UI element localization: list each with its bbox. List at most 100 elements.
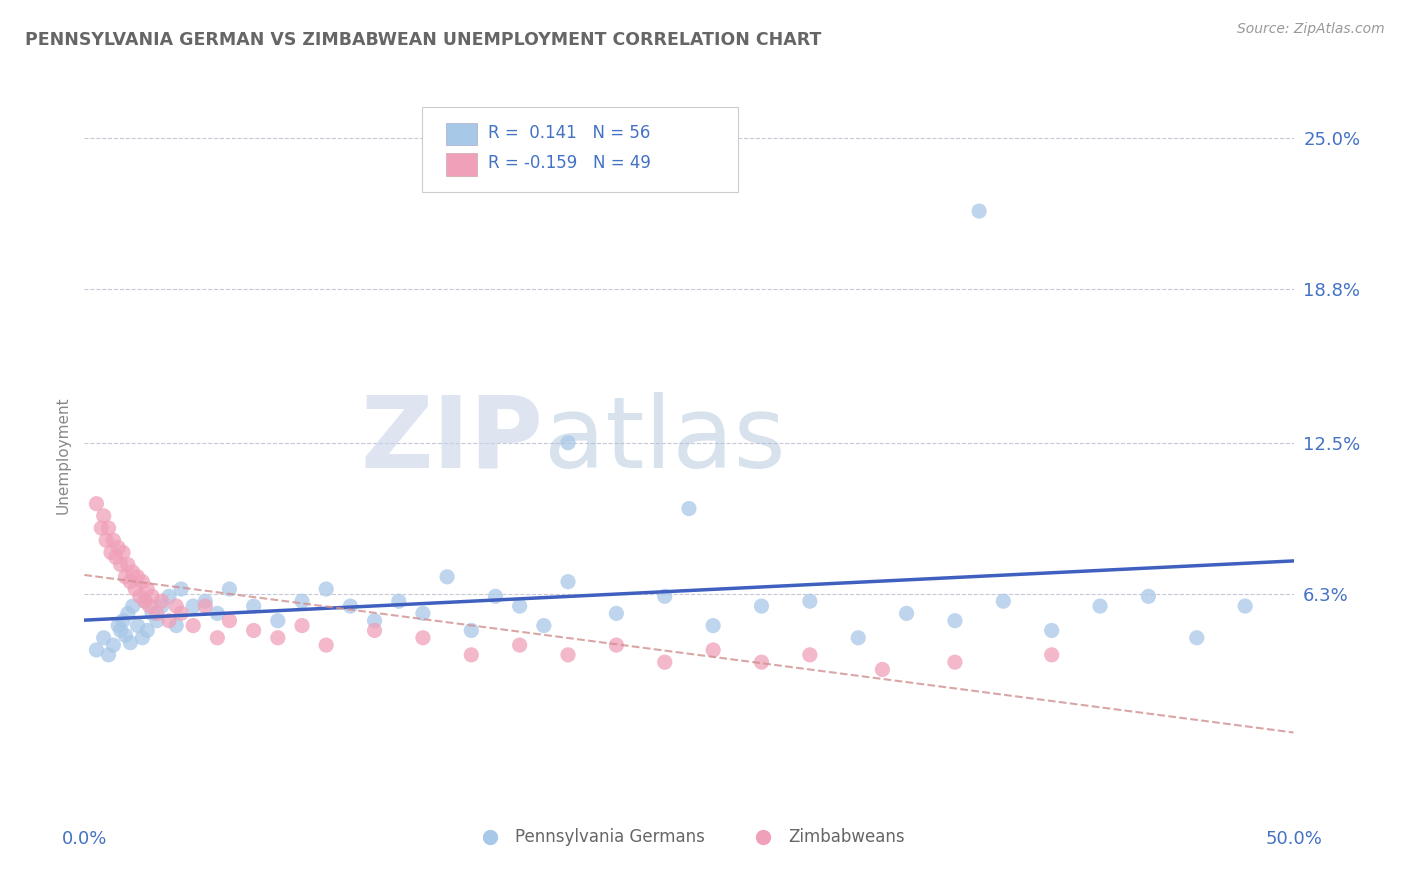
Point	[993, 594, 1015, 608]
Point	[127, 618, 149, 632]
Point	[181, 599, 204, 613]
Point	[678, 501, 700, 516]
Point	[605, 638, 627, 652]
Point	[1040, 624, 1063, 638]
Point	[557, 648, 579, 662]
Point	[107, 541, 129, 555]
Point	[117, 558, 139, 572]
Point	[134, 594, 156, 608]
Point	[242, 624, 264, 638]
Point	[291, 618, 314, 632]
Point	[121, 565, 143, 579]
Point	[218, 582, 240, 596]
Point	[138, 599, 160, 613]
Point	[86, 643, 108, 657]
Point	[112, 614, 135, 628]
Point	[146, 614, 169, 628]
Point	[107, 618, 129, 632]
Point	[363, 624, 385, 638]
Point	[799, 648, 821, 662]
Point	[136, 582, 159, 596]
Point	[388, 594, 411, 608]
Point	[127, 570, 149, 584]
Point	[363, 614, 385, 628]
Point	[242, 599, 264, 613]
Text: R =  0.141   N = 56: R = 0.141 N = 56	[488, 124, 650, 142]
Point	[846, 631, 869, 645]
Y-axis label: Unemployment: Unemployment	[55, 396, 70, 514]
Point	[943, 655, 966, 669]
Point	[117, 607, 139, 621]
Point	[315, 582, 337, 596]
Point	[120, 574, 142, 589]
Point	[896, 607, 918, 621]
Text: PENNSYLVANIA GERMAN VS ZIMBABWEAN UNEMPLOYMENT CORRELATION CHART: PENNSYLVANIA GERMAN VS ZIMBABWEAN UNEMPL…	[25, 31, 821, 49]
Point	[509, 638, 531, 652]
Point	[533, 618, 555, 632]
Point	[943, 614, 966, 628]
Point	[654, 590, 676, 604]
Point	[460, 648, 482, 662]
Point	[131, 574, 153, 589]
Point	[1137, 590, 1160, 604]
Text: R = -0.159   N = 49: R = -0.159 N = 49	[488, 154, 651, 172]
Point	[134, 594, 156, 608]
Point	[751, 599, 773, 613]
Point	[110, 558, 132, 572]
Point	[291, 594, 314, 608]
Legend: Pennsylvania Germans, Zimbabweans: Pennsylvania Germans, Zimbabweans	[467, 822, 911, 853]
Point	[97, 648, 120, 662]
Point	[181, 618, 204, 632]
Point	[194, 599, 217, 613]
Point	[557, 574, 579, 589]
Point	[157, 590, 180, 604]
Text: ZIP: ZIP	[361, 392, 544, 489]
Point	[129, 590, 152, 604]
Point	[872, 663, 894, 677]
Point	[194, 594, 217, 608]
Point	[170, 607, 193, 621]
Point	[170, 582, 193, 596]
Point	[165, 618, 187, 632]
Point	[121, 599, 143, 613]
Point	[267, 614, 290, 628]
Point	[702, 618, 724, 632]
Point	[751, 655, 773, 669]
Point	[412, 631, 434, 645]
Point	[967, 204, 990, 219]
Point	[484, 590, 506, 604]
Point	[124, 582, 146, 596]
Point	[114, 570, 136, 584]
Point	[90, 521, 112, 535]
Point	[136, 624, 159, 638]
Point	[103, 533, 125, 548]
Point	[150, 599, 173, 613]
Point	[207, 607, 229, 621]
Point	[207, 631, 229, 645]
Point	[1040, 648, 1063, 662]
Point	[1185, 631, 1208, 645]
Point	[112, 545, 135, 559]
Point	[339, 599, 361, 613]
Point	[702, 643, 724, 657]
Point	[97, 521, 120, 535]
Point	[93, 631, 115, 645]
Point	[120, 635, 142, 649]
Point	[315, 638, 337, 652]
Point	[1234, 599, 1257, 613]
Point	[165, 599, 187, 613]
Point	[103, 638, 125, 652]
Point	[1088, 599, 1111, 613]
Point	[267, 631, 290, 645]
Point	[605, 607, 627, 621]
Point	[654, 655, 676, 669]
Point	[557, 435, 579, 450]
Point	[100, 545, 122, 559]
Point	[799, 594, 821, 608]
Point	[460, 624, 482, 638]
Point	[146, 607, 169, 621]
Point	[157, 614, 180, 628]
Point	[509, 599, 531, 613]
Point	[436, 570, 458, 584]
Point	[93, 508, 115, 523]
